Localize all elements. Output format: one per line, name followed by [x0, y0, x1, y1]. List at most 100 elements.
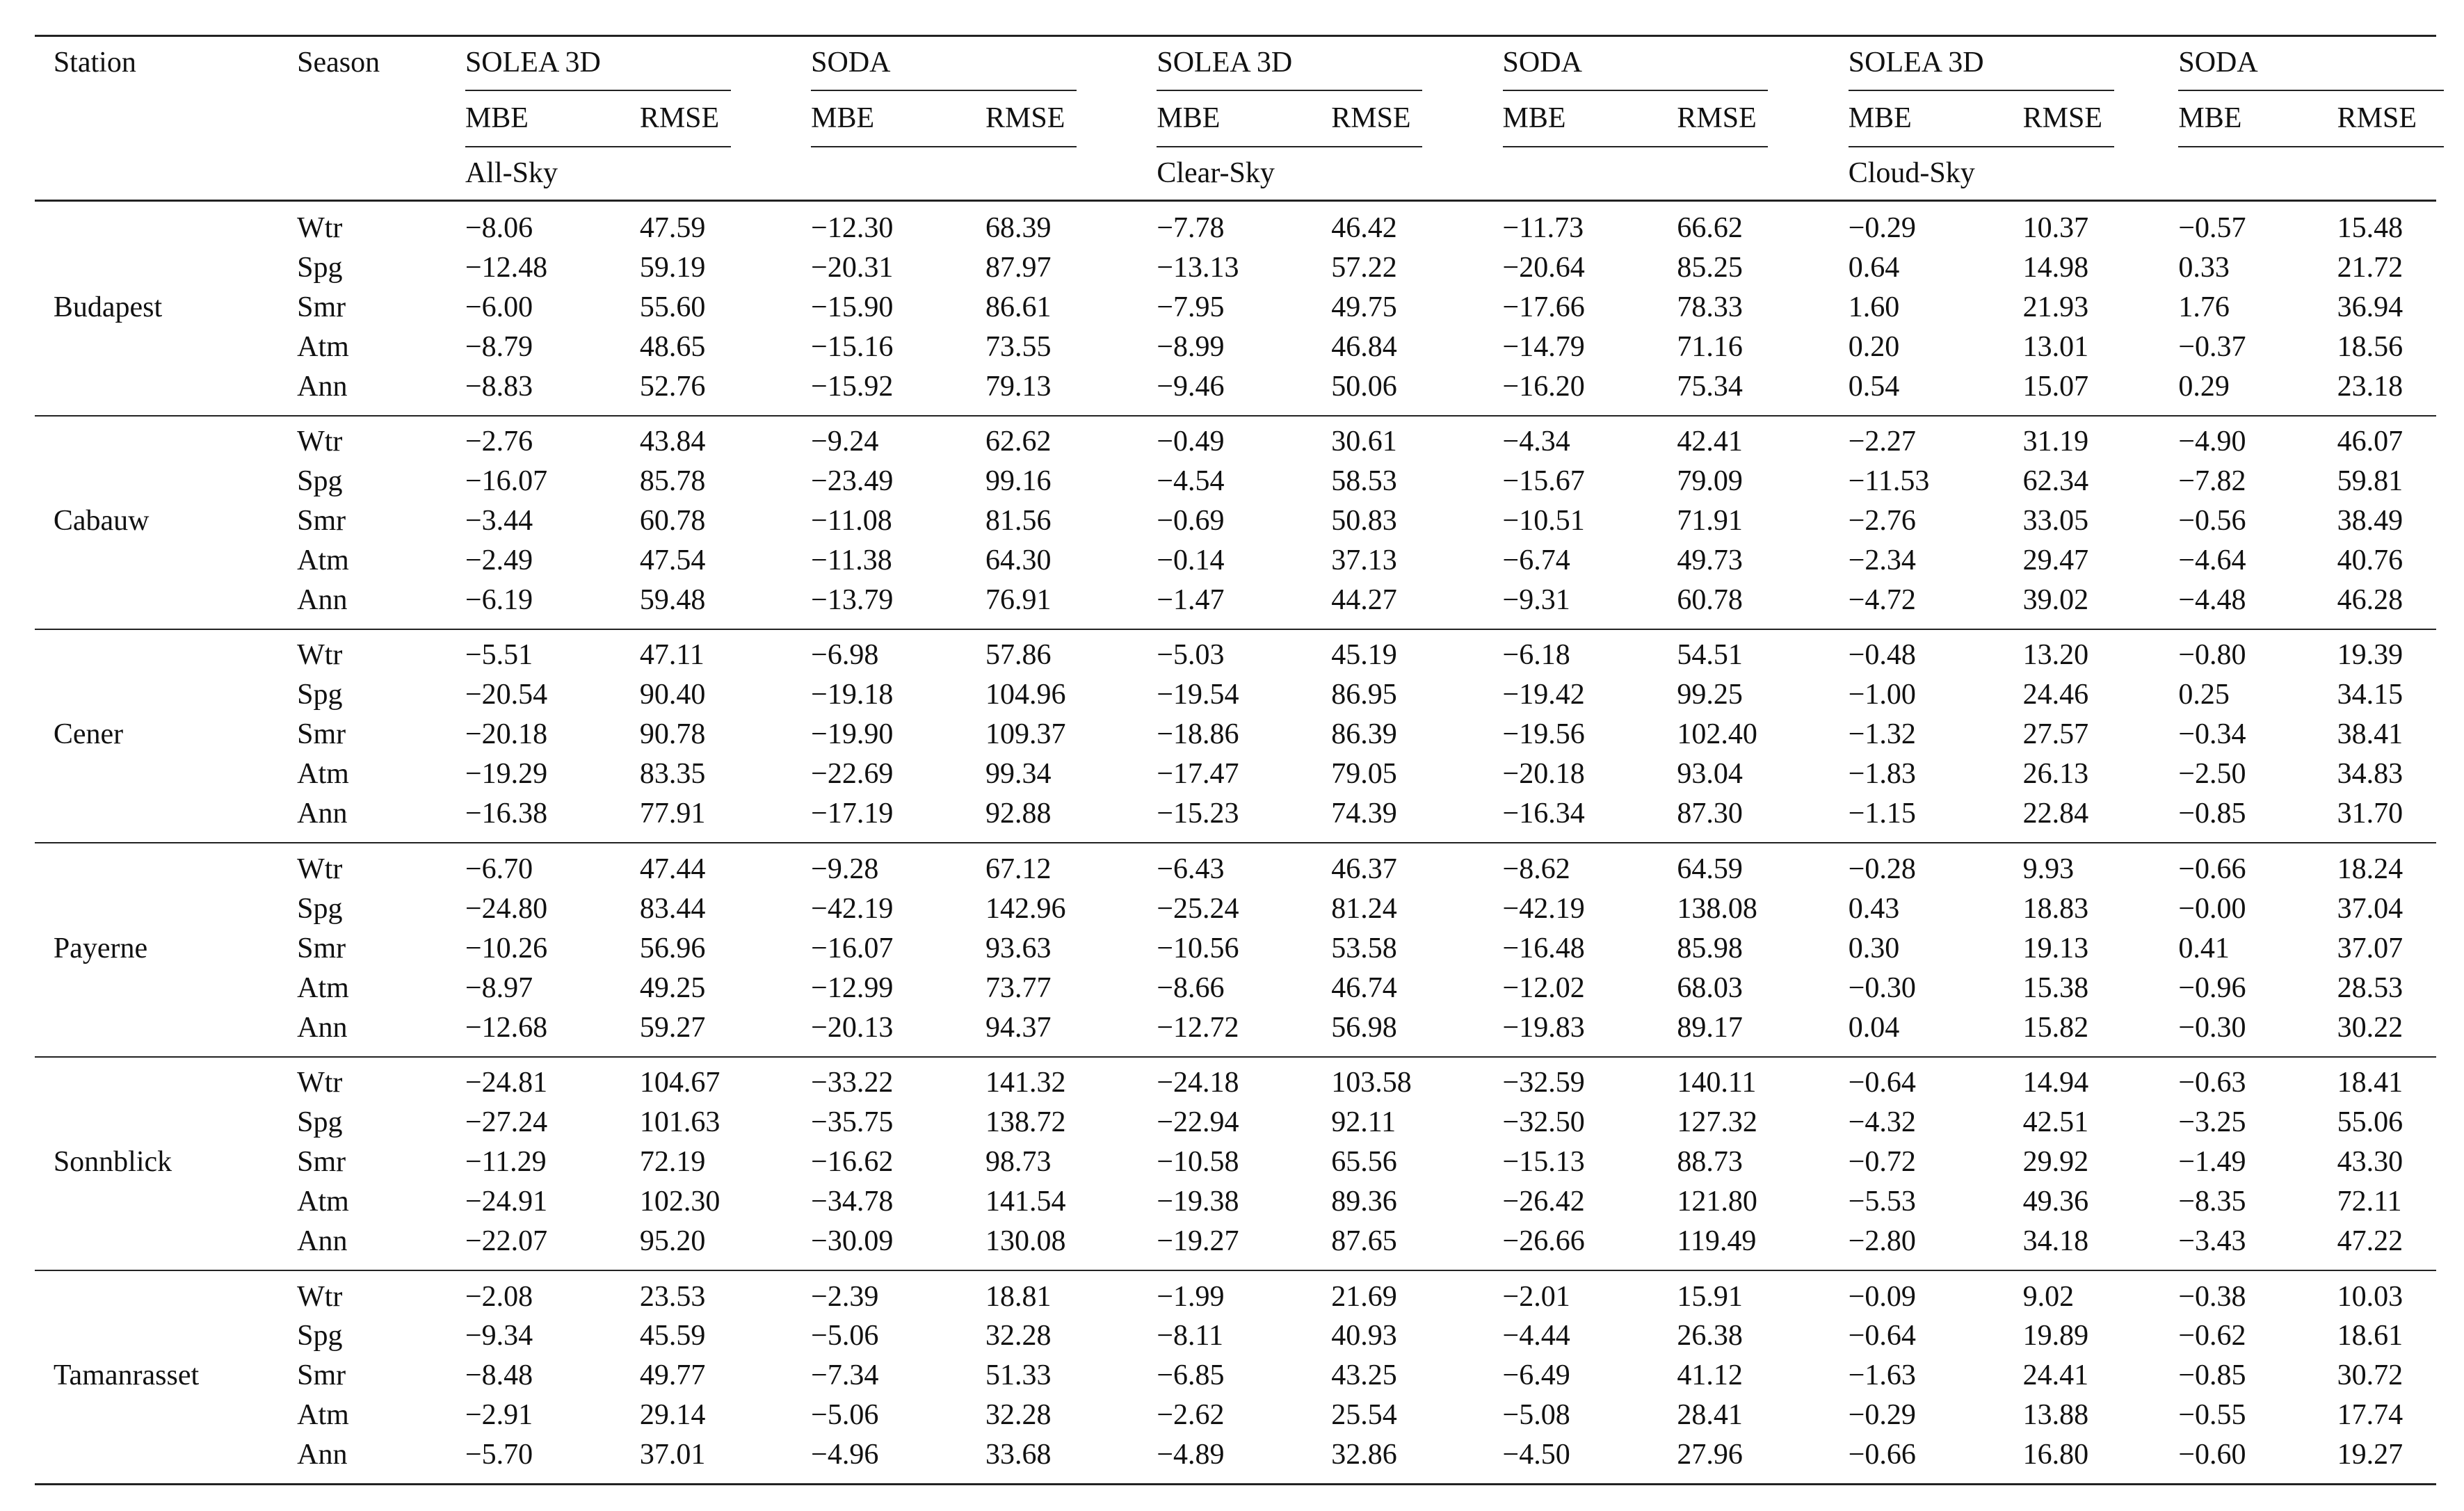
season-label: Smr	[297, 932, 346, 964]
cell-value: 18.61	[2337, 1320, 2403, 1352]
cell-value: 89.17	[1677, 1011, 1743, 1044]
cell-value: −2.49	[465, 544, 533, 576]
cell-value: −42.19	[811, 892, 894, 925]
cell-value: −15.90	[811, 291, 894, 323]
cell-value: 25.54	[1331, 1399, 1397, 1432]
cell-value: −12.72	[1157, 1011, 1239, 1044]
cell-value: −0.85	[2178, 1359, 2246, 1392]
cell-value: −23.49	[811, 465, 894, 497]
cell-value: −6.43	[1157, 853, 1225, 885]
cell-value: 101.63	[639, 1106, 720, 1139]
cell-value: 47.44	[639, 853, 706, 885]
header-condition: Cloud-Sky	[1848, 156, 1975, 189]
cell-value: 141.32	[985, 1067, 1066, 1099]
cell-value: −26.42	[1502, 1185, 1585, 1218]
cell-value: 86.61	[985, 291, 1052, 323]
cell-value: −0.37	[2178, 330, 2246, 363]
cell-value: 39.02	[2022, 583, 2089, 616]
cell-value: −3.44	[465, 504, 533, 537]
rule	[34, 1270, 2436, 1272]
cell-value: 30.61	[1331, 426, 1397, 458]
cell-value: −0.55	[2178, 1399, 2246, 1432]
cell-value: −19.83	[1502, 1011, 1585, 1044]
cell-value: 46.42	[1331, 211, 1397, 244]
season-label: Ann	[297, 583, 348, 616]
cell-value: 60.78	[1677, 583, 1743, 616]
cell-value: −19.29	[465, 758, 548, 791]
cell-value: −0.29	[1848, 211, 1916, 244]
cell-value: 140.11	[1677, 1067, 1757, 1099]
cell-value: −8.06	[465, 211, 533, 244]
cell-value: 0.54	[1848, 370, 1900, 403]
cell-value: −20.54	[465, 679, 548, 711]
rule	[2178, 89, 2445, 91]
cell-value: −4.89	[1157, 1439, 1225, 1471]
cell-value: 57.86	[985, 639, 1052, 672]
cell-value: −6.49	[1502, 1359, 1570, 1392]
cell-value: 85.98	[1677, 932, 1743, 964]
cell-value: −30.09	[811, 1225, 894, 1257]
cell-value: −4.34	[1502, 426, 1570, 458]
header-model: SOLEA 3D	[465, 47, 601, 79]
cell-value: 64.30	[985, 544, 1052, 576]
cell-value: −20.64	[1502, 251, 1585, 284]
cell-value: −0.00	[2178, 892, 2246, 925]
cell-value: 103.58	[1331, 1067, 1412, 1099]
rule	[1848, 89, 2114, 91]
cell-value: 0.29	[2178, 370, 2230, 403]
cell-value: −12.02	[1502, 971, 1585, 1004]
cell-value: 9.02	[2022, 1280, 2075, 1313]
cell-value: 18.41	[2337, 1067, 2403, 1099]
cell-value: 47.11	[639, 639, 704, 672]
cell-value: 0.41	[2178, 932, 2230, 964]
cell-value: −5.06	[811, 1399, 879, 1432]
cell-value: 77.91	[639, 798, 706, 830]
season-label: Ann	[297, 1439, 348, 1471]
cell-value: −4.96	[811, 1439, 879, 1471]
season-label: Smr	[297, 1146, 346, 1179]
cell-value: 74.39	[1331, 798, 1397, 830]
cell-value: 53.58	[1331, 932, 1397, 964]
cell-value: 51.33	[985, 1359, 1052, 1392]
cell-value: 45.59	[639, 1320, 706, 1352]
season-label: Wtr	[297, 639, 343, 672]
cell-value: 15.38	[2022, 971, 2089, 1004]
cell-value: 102.40	[1677, 718, 1757, 751]
cell-value: 68.03	[1677, 971, 1743, 1004]
cell-value: −9.28	[811, 853, 879, 885]
cell-value: −14.79	[1502, 330, 1585, 363]
header-model: SOLEA 3D	[1848, 47, 1984, 79]
cell-value: −2.80	[1848, 1225, 1916, 1257]
cell-value: 34.83	[2337, 758, 2403, 791]
cell-value: 43.84	[639, 426, 706, 458]
cell-value: 94.37	[985, 1011, 1052, 1044]
cell-value: −15.67	[1502, 465, 1585, 497]
season-label: Atm	[297, 1399, 349, 1432]
cell-value: 18.83	[2022, 892, 2089, 925]
cell-value: −42.19	[1502, 892, 1585, 925]
cell-value: 18.81	[985, 1280, 1052, 1313]
header-condition: Clear-Sky	[1157, 156, 1275, 189]
cell-value: −9.24	[811, 426, 879, 458]
station-label: Cabauw	[53, 504, 150, 537]
cell-value: 40.93	[1331, 1320, 1397, 1352]
season-label: Spg	[297, 1106, 343, 1139]
cell-value: −0.64	[1848, 1320, 1916, 1352]
header-station: Station	[53, 47, 136, 79]
rule	[465, 146, 731, 148]
cell-value: 31.70	[2337, 798, 2403, 830]
cell-value: −0.57	[2178, 211, 2246, 244]
cell-value: 45.19	[1331, 639, 1397, 672]
cell-value: 26.38	[1677, 1320, 1743, 1352]
cell-value: 90.78	[639, 718, 706, 751]
cell-value: −9.46	[1157, 370, 1225, 403]
cell-value: 127.32	[1677, 1106, 1757, 1139]
rule	[34, 200, 2436, 202]
cell-value: 28.53	[2337, 971, 2403, 1004]
season-label: Smr	[297, 504, 346, 537]
cell-value: 99.25	[1677, 679, 1743, 711]
cell-value: 73.55	[985, 330, 1052, 363]
cell-value: −26.66	[1502, 1225, 1585, 1257]
cell-value: 29.92	[2022, 1146, 2089, 1179]
